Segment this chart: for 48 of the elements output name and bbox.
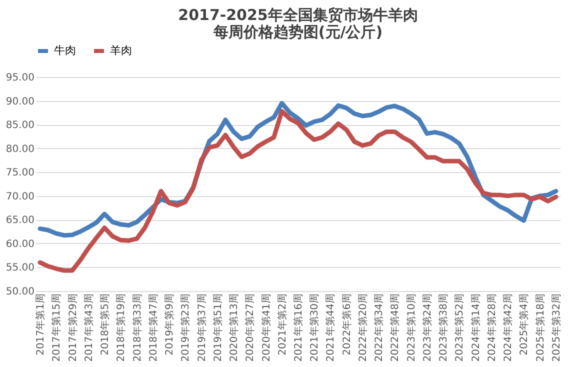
x-tick-label: 2020年第27周: [244, 294, 256, 362]
x-tick-label: 2017年第29周: [66, 294, 79, 362]
x-tick-label: 2019年第23周: [180, 294, 192, 362]
x-tick-label: 2024年第14周: [470, 294, 482, 362]
x-tick-label: 2019年第51周: [212, 294, 224, 362]
y-tick-label: 70.00: [6, 191, 34, 202]
x-tick-label: 2018年第33周: [131, 294, 144, 362]
x-tick-label: 2025年第4周: [518, 294, 530, 356]
x-tick-label: 2017年第43周: [82, 294, 95, 362]
y-tick-label: 85.00: [6, 120, 34, 132]
x-tick-label: 2017年第1周: [34, 294, 47, 356]
legend-label: 牛肉: [54, 44, 76, 57]
x-tick-label: 2023年第10周: [405, 294, 418, 362]
x-tick-label: 2025年第32周: [550, 294, 562, 362]
x-tick-label: 2021年第44周: [324, 294, 337, 362]
y-tick-label: 90.00: [6, 96, 34, 108]
y-tick-label: 95.00: [6, 72, 34, 84]
y-tick-label: 65.00: [6, 215, 34, 226]
x-tick-label: 2018年第5周: [99, 294, 112, 356]
x-tick-label: 2017年第15周: [50, 294, 63, 362]
y-tick-label: 50.00: [6, 286, 34, 298]
x-tick-label: 2025年第18周: [534, 294, 546, 362]
x-tick-label: 2023年第52周: [454, 294, 466, 362]
x-tick-label: 2024年第42周: [502, 294, 514, 362]
x-tick-label: 2021年第16周: [292, 294, 304, 362]
x-tick-label: 2018年第19周: [115, 294, 128, 362]
x-tick-label: 2023年第24周: [421, 294, 434, 362]
text: 每周价格趋势图(元/公斤): [213, 23, 383, 41]
y-tick-label: 60.00: [6, 238, 34, 250]
x-tick-label: 2019年第37周: [196, 294, 208, 362]
x-tick-label: 2024年第28周: [486, 294, 498, 362]
text: 2017-2025年全国集贸市场牛羊肉: [178, 6, 418, 24]
line-series: [38, 108, 558, 273]
x-tick-label: 2022年第34周: [373, 294, 386, 362]
x-tick-label: 2021年第30周: [308, 294, 321, 362]
x-tick-label: 2023年第38周: [438, 294, 450, 362]
y-tick-label: 55.00: [6, 262, 34, 274]
x-tick-label: 2018年第47周: [147, 294, 160, 362]
x-tick-label: 2020年第13周: [228, 294, 240, 362]
x-tick-label: 2022年第6周: [340, 294, 353, 356]
x-tick-label: 2022年第48周: [389, 294, 402, 362]
y-tick-label: 80.00: [6, 144, 34, 155]
y-tick-label: 75.00: [6, 168, 34, 179]
legend-label: 羊肉: [110, 44, 132, 57]
x-tick-label: 2022年第20周: [356, 294, 369, 362]
x-tick-label: 2019年第9周: [164, 294, 176, 356]
x-tick-label: 2020年第41周: [260, 294, 272, 362]
x-tick-label: 2021年第2周: [276, 294, 288, 356]
